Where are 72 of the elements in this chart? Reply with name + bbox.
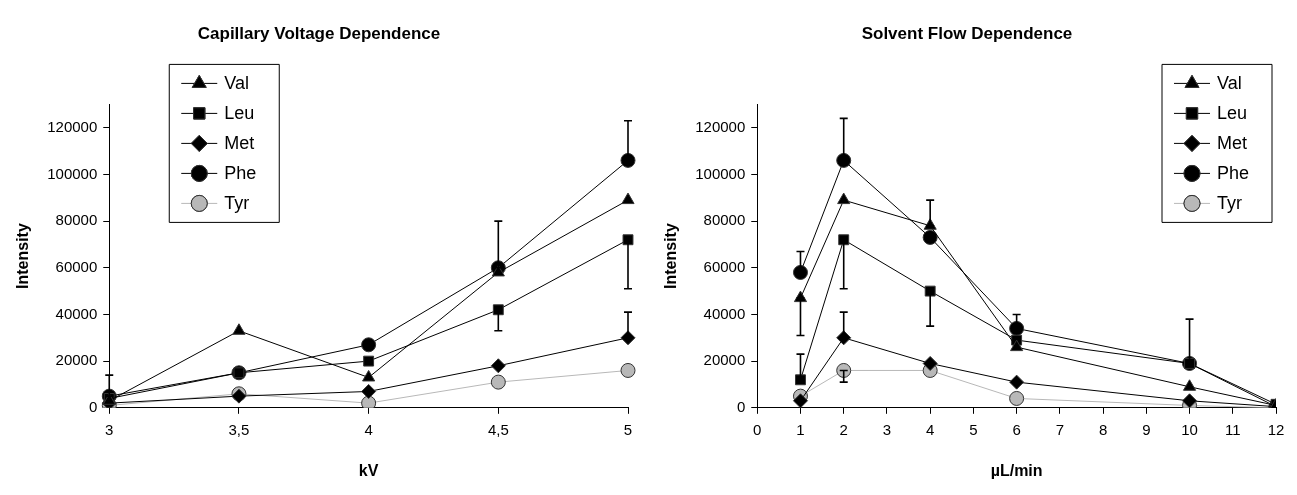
legend-label: Val [1217,73,1242,94]
point [361,383,377,399]
y-tick-label: 0 [736,397,746,415]
point [922,355,938,371]
chart-title: Capillary Voltage Dependence [197,23,441,43]
x-tick-label: 4 [926,420,935,438]
point [1009,374,1025,390]
x-tick-label: 3 [105,420,114,438]
x-tick-label: 11 [1224,420,1241,438]
y-tick-label: 20000 [703,351,746,369]
x-tick-label: 12 [1267,420,1285,438]
x-axis-title: kV [358,461,379,479]
point [363,355,375,367]
y-tick-label: 100000 [47,164,98,182]
y-tick-label: 60000 [703,257,746,275]
point [792,264,808,280]
y-tick-label: 40000 [703,304,746,322]
legend-label: Met [224,133,255,154]
point [1182,379,1197,391]
y-tick-label: 80000 [703,211,746,229]
point [1009,320,1025,336]
point [361,337,377,353]
point [837,192,851,205]
y-tick-label: 100000 [695,164,746,182]
x-tick-label: 1 [796,420,805,438]
legend-label: Tyr [1217,193,1242,214]
point [622,234,634,246]
y-axis-title: Intensity [662,223,680,289]
x-tick-label: 0 [753,420,762,438]
y-tick-label: 60000 [55,257,98,275]
x-tick-label: 6 [1012,420,1021,438]
y-tick-label: 20000 [55,351,98,369]
point [621,192,635,205]
x-tick-label: 9 [1142,420,1151,438]
x-tick-label: 8 [1098,420,1108,438]
point [1009,390,1025,406]
chart-title: Solvent Flow Dependence [861,23,1073,43]
x-tick-label: 5 [623,420,633,438]
y-tick-label: 0 [88,397,98,415]
point [922,229,938,245]
point [490,358,506,374]
x-tick-label: 7 [1055,420,1065,438]
point [1010,339,1024,352]
y-axis-title: Intensity [14,223,32,289]
legend-label: Val [224,73,249,94]
point [792,393,808,408]
legend-label: Tyr [224,193,250,214]
legend-label: Met [1217,133,1248,154]
point [490,374,506,390]
x-axis-title: µL/min [990,461,1043,479]
x-tick-label: 3 [882,420,892,438]
point [836,152,852,168]
legend-label: Leu [224,103,255,124]
x-tick-label: 5 [969,420,978,438]
legend-label: Leu [1217,103,1248,124]
y-tick-label: 120000 [695,117,746,135]
legend-label: Phe [224,163,257,184]
x-tick-label: 4,5 [487,420,509,438]
point [232,323,246,335]
x-tick-label: 10 [1181,420,1198,438]
point [491,264,505,277]
point [620,362,636,378]
legend-label: Phe [1217,163,1250,184]
y-tick-label: 80000 [55,211,98,229]
x-tick-label: 4 [364,420,373,438]
y-tick-label: 40000 [55,304,98,322]
point [362,369,376,382]
y-tick-label: 120000 [47,117,98,135]
point [1182,393,1198,408]
x-tick-label: 3,5 [228,420,250,438]
point [361,395,377,408]
x-tick-label: 2 [839,420,848,438]
